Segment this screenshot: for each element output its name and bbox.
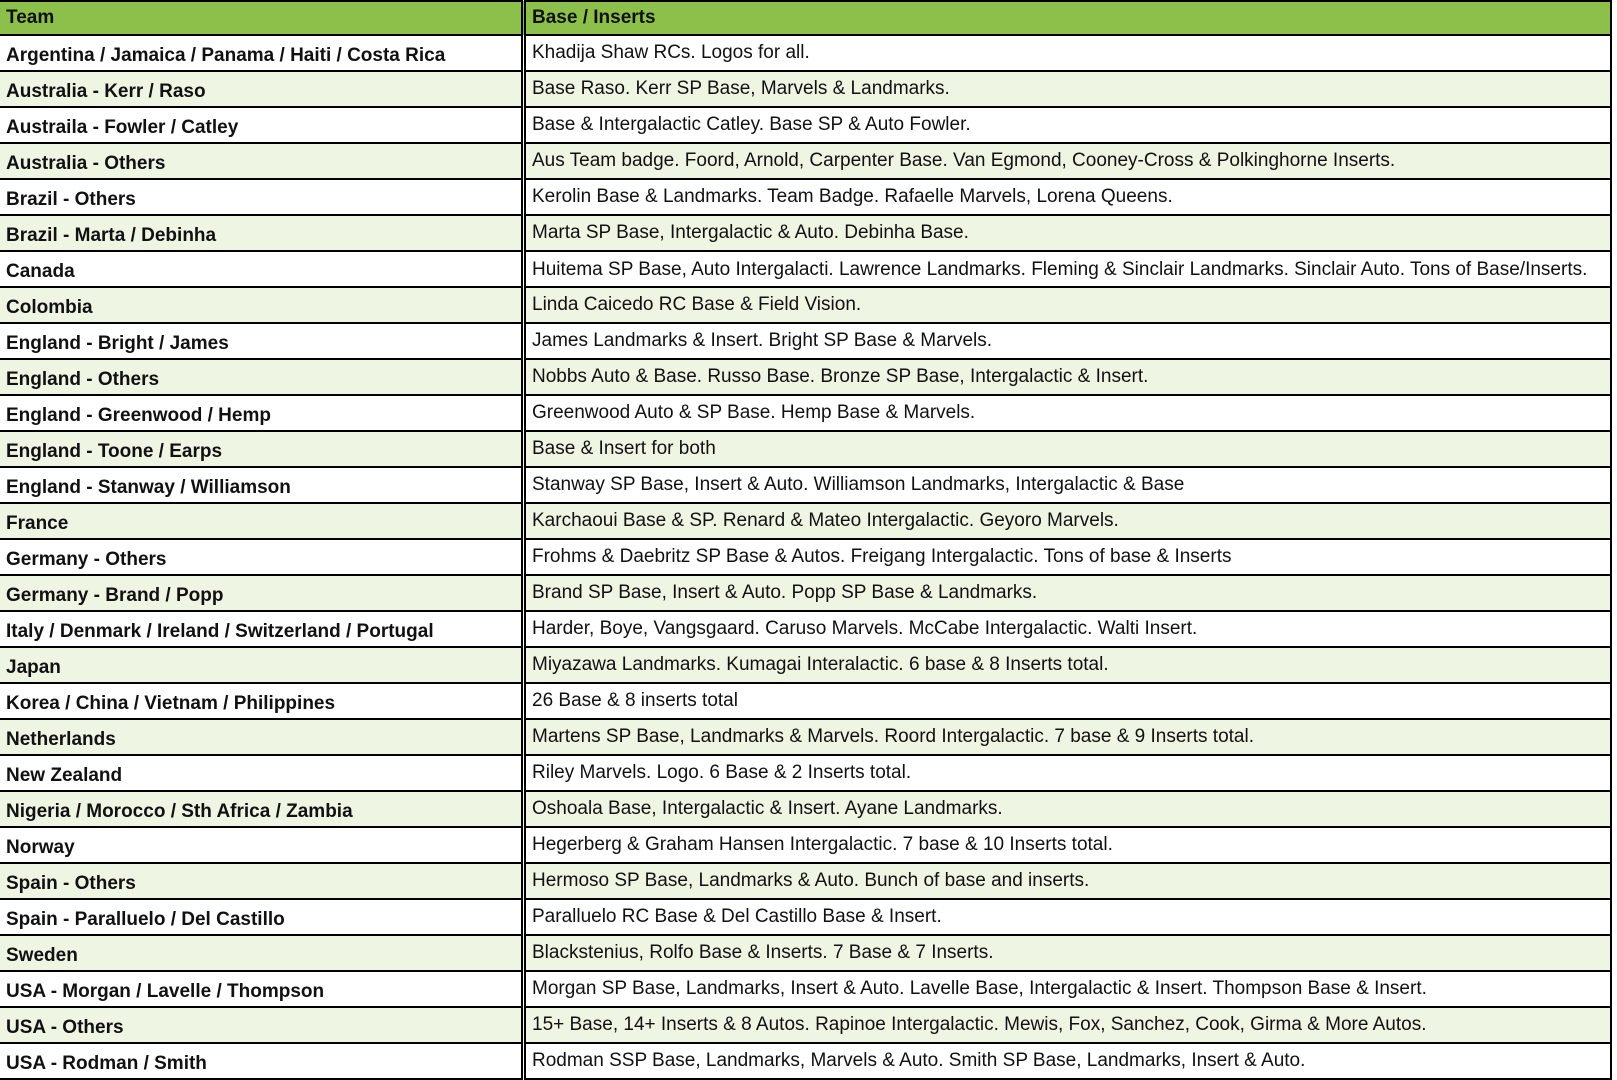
team-cell[interactable]: Brazil - Marta / Debinha [0,215,526,252]
team-cell[interactable]: Argentina / Jamaica / Panama / Haiti / C… [0,35,526,72]
table-row: England - Greenwood / Hemp Greenwood Auto… [0,395,1612,432]
base-inserts-cell[interactable]: Hermoso SP Base, Landmarks & Auto. Bunch… [523,863,1612,900]
table-row: Nigeria / Morocco / Sth Africa / Zambia O… [0,791,1612,828]
header-team[interactable]: Team [0,0,526,36]
table-row: Korea / China / Vietnam / Philippines 26 … [0,683,1612,720]
table-row: Spain - Paralluelo / Del Castillo Parallu… [0,899,1612,936]
team-cell[interactable]: USA - Rodman / Smith [0,1043,526,1080]
base-inserts-cell[interactable]: Paralluelo RC Base & Del Castillo Base &… [523,899,1612,936]
base-inserts-cell[interactable]: Base Raso. Kerr SP Base, Marvels & Landm… [523,71,1612,108]
team-cell[interactable]: Austraila - Fowler / Catley [0,107,526,144]
table-row: USA - Others 15+ Base, 14+ Inserts & 8 Au… [0,1007,1612,1044]
base-inserts-cell[interactable]: Kerolin Base & Landmarks. Team Badge. Ra… [523,179,1612,216]
table-row: Colombia Linda Caicedo RC Base & Field Vi… [0,287,1612,324]
table-row: Argentina / Jamaica / Panama / Haiti / C… [0,35,1612,72]
base-inserts-cell[interactable]: Miyazawa Landmarks. Kumagai Interalactic… [523,647,1612,684]
team-cell[interactable]: USA - Others [0,1007,526,1044]
base-inserts-cell[interactable]: Base & Intergalactic Catley. Base SP & A… [523,107,1612,144]
table-row: Italy / Denmark / Ireland / Switzerland … [0,611,1612,648]
team-cell[interactable]: England - Toone / Earps [0,431,526,468]
base-inserts-cell[interactable]: Greenwood Auto & SP Base. Hemp Base & Ma… [523,395,1612,432]
team-cell[interactable]: USA - Morgan / Lavelle / Thompson [0,971,526,1008]
team-cell[interactable]: Germany - Others [0,539,526,576]
table-row: England - Others Nobbs Auto & Base. Russo… [0,359,1612,396]
table-row: Australia - Kerr / Raso Base Raso. Kerr S… [0,71,1612,108]
base-inserts-cell[interactable]: Khadija Shaw RCs. Logos for all. [523,35,1612,72]
table-row: Sweden Blackstenius, Rolfo Base & Inserts… [0,935,1612,972]
base-inserts-cell[interactable]: James Landmarks & Insert. Bright SP Base… [523,323,1612,360]
base-inserts-cell[interactable]: Karchaoui Base & SP. Renard & Mateo Inte… [523,503,1612,540]
header-base-inserts[interactable]: Base / Inserts [523,0,1612,36]
base-inserts-cell[interactable]: Base & Insert for both [523,431,1612,468]
base-inserts-cell[interactable]: Brand SP Base, Insert & Auto. Popp SP Ba… [523,575,1612,612]
team-cell[interactable]: Canada [0,251,526,288]
table-row: USA - Morgan / Lavelle / Thompson Morgan … [0,971,1612,1008]
team-cell[interactable]: Brazil - Others [0,179,526,216]
base-inserts-cell[interactable]: Riley Marvels. Logo. 6 Base & 2 Inserts … [523,755,1612,792]
team-cell[interactable]: Colombia [0,287,526,324]
base-inserts-cell[interactable]: Martens SP Base, Landmarks & Marvels. Ro… [523,719,1612,756]
table-row: Germany - Others Frohms & Daebritz SP Bas… [0,539,1612,576]
table-row: Spain - Others Hermoso SP Base, Landmarks… [0,863,1612,900]
base-inserts-cell[interactable]: Aus Team badge. Foord, Arnold, Carpenter… [523,143,1612,180]
base-inserts-cell[interactable]: Marta SP Base, Intergalactic & Auto. Deb… [523,215,1612,252]
table-row: Brazil - Others Kerolin Base & Landmarks.… [0,179,1612,216]
team-cell[interactable]: Australia - Others [0,143,526,180]
header-row: Team Base / Inserts [0,0,1612,36]
base-inserts-cell[interactable]: Stanway SP Base, Insert & Auto. Williams… [523,467,1612,504]
base-inserts-cell[interactable]: Blackstenius, Rolfo Base & Inserts. 7 Ba… [523,935,1612,972]
team-cell[interactable]: Spain - Others [0,863,526,900]
table-row: England - Toone / Earps Base & Insert for… [0,431,1612,468]
team-cell[interactable]: Nigeria / Morocco / Sth Africa / Zambia [0,791,526,828]
table-row: England - Bright / James James Landmarks … [0,323,1612,360]
team-cell[interactable]: Netherlands [0,719,526,756]
team-cell[interactable]: Italy / Denmark / Ireland / Switzerland … [0,611,526,648]
base-inserts-cell[interactable]: Morgan SP Base, Landmarks, Insert & Auto… [523,971,1612,1008]
team-cell[interactable]: New Zealand [0,755,526,792]
base-inserts-cell[interactable]: Huitema SP Base, Auto Intergalacti. Lawr… [523,251,1612,288]
table-row: Japan Miyazawa Landmarks. Kumagai Interal… [0,647,1612,684]
table-row: England - Stanway / Williamson Stanway SP… [0,467,1612,504]
base-inserts-cell[interactable]: Harder, Boye, Vangsgaard. Caruso Marvels… [523,611,1612,648]
base-inserts-cell[interactable]: Hegerberg & Graham Hansen Intergalactic.… [523,827,1612,864]
table-row: New Zealand Riley Marvels. Logo. 6 Base &… [0,755,1612,792]
team-cell[interactable]: Spain - Paralluelo / Del Castillo [0,899,526,936]
table-row: Norway Hegerberg & Graham Hansen Intergal… [0,827,1612,864]
table-row: Brazil - Marta / Debinha Marta SP Base, I… [0,215,1612,252]
base-inserts-cell[interactable]: Frohms & Daebritz SP Base & Autos. Freig… [523,539,1612,576]
team-cell[interactable]: Germany - Brand / Popp [0,575,526,612]
table-row: France Karchaoui Base & SP. Renard & Mate… [0,503,1612,540]
team-cell[interactable]: Australia - Kerr / Raso [0,71,526,108]
base-inserts-cell[interactable]: Linda Caicedo RC Base & Field Vision. [523,287,1612,324]
base-inserts-cell[interactable]: Oshoala Base, Intergalactic & Insert. Ay… [523,791,1612,828]
base-inserts-cell[interactable]: Nobbs Auto & Base. Russo Base. Bronze SP… [523,359,1612,396]
team-cell[interactable]: England - Others [0,359,526,396]
table-row: Canada Huitema SP Base, Auto Intergalacti… [0,251,1612,288]
table-row: Australia - Others Aus Team badge. Foord,… [0,143,1612,180]
team-cell[interactable]: England - Greenwood / Hemp [0,395,526,432]
table-row: Netherlands Martens SP Base, Landmarks & … [0,719,1612,756]
team-cell[interactable]: England - Bright / James [0,323,526,360]
table-row: Austraila - Fowler / Catley Base & Interg… [0,107,1612,144]
base-inserts-cell[interactable]: Rodman SSP Base, Landmarks, Marvels & Au… [523,1043,1612,1080]
team-cell[interactable]: Korea / China / Vietnam / Philippines [0,683,526,720]
team-cell[interactable]: England - Stanway / Williamson [0,467,526,504]
team-cell[interactable]: Norway [0,827,526,864]
base-inserts-cell[interactable]: 15+ Base, 14+ Inserts & 8 Autos. Rapinoe… [523,1007,1612,1044]
team-cell[interactable]: France [0,503,526,540]
team-cell[interactable]: Sweden [0,935,526,972]
team-cell[interactable]: Japan [0,647,526,684]
table-row: Germany - Brand / Popp Brand SP Base, Ins… [0,575,1612,612]
base-inserts-cell[interactable]: 26 Base & 8 inserts total [523,683,1612,720]
table-row: USA - Rodman / Smith Rodman SSP Base, Lan… [0,1043,1612,1080]
